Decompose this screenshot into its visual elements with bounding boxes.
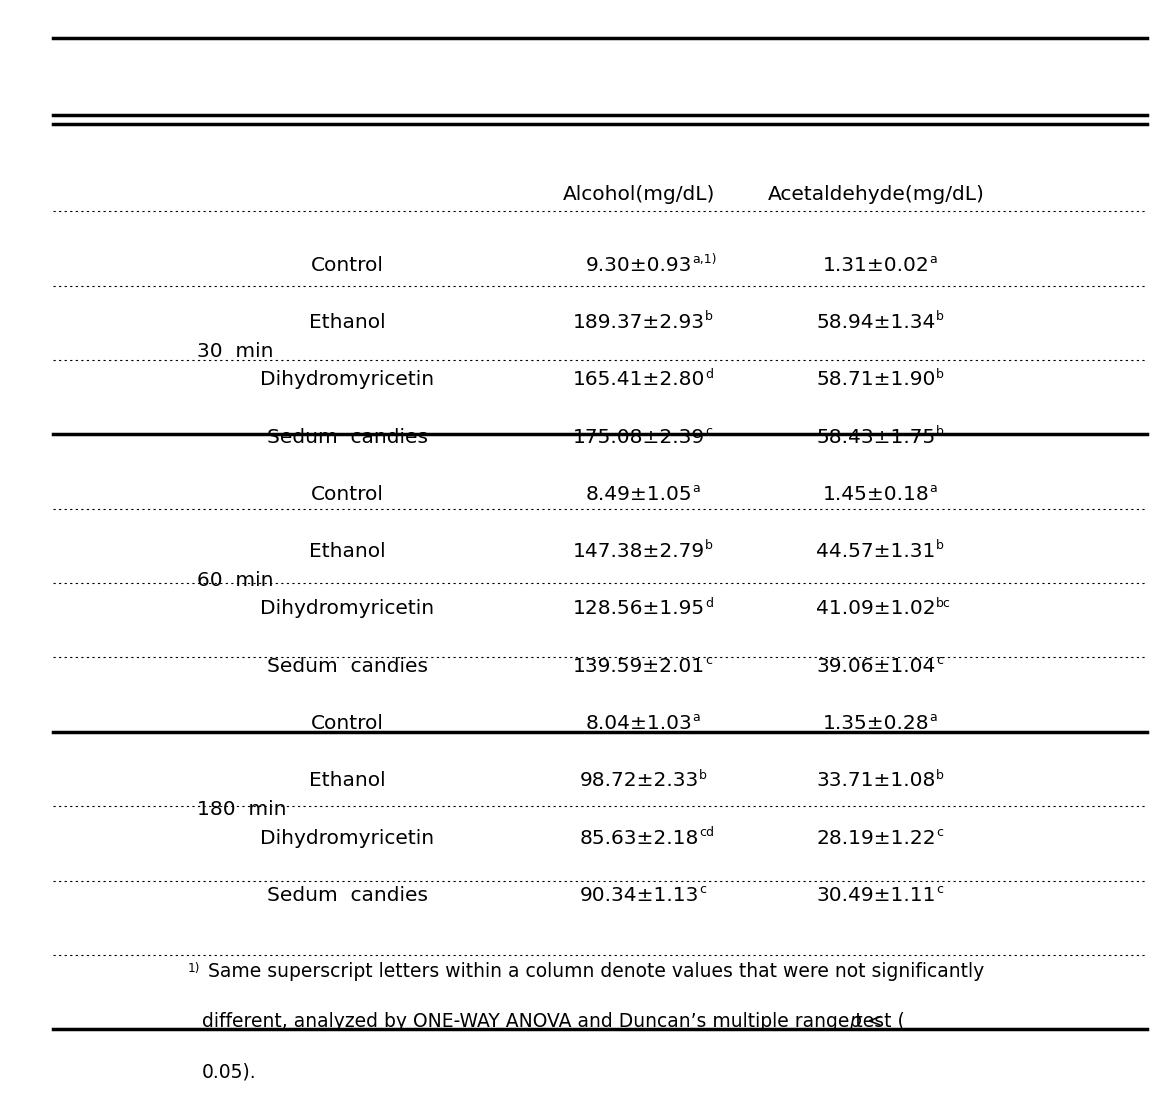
Text: 175.08±2.39: 175.08±2.39 xyxy=(573,428,706,446)
Text: b: b xyxy=(936,311,943,324)
Text: c: c xyxy=(706,654,713,667)
Text: cd: cd xyxy=(699,826,714,839)
Text: 98.72±2.33: 98.72±2.33 xyxy=(580,771,699,790)
Text: 9.30±0.93: 9.30±0.93 xyxy=(586,256,693,275)
Text: 30.49±1.11: 30.49±1.11 xyxy=(816,886,936,905)
Text: a,1): a,1) xyxy=(693,253,717,266)
Text: 1): 1) xyxy=(188,962,201,975)
Text: c: c xyxy=(706,424,713,438)
Text: 58.43±1.75: 58.43±1.75 xyxy=(816,428,936,446)
Text: Dihydromyricetin: Dihydromyricetin xyxy=(260,828,435,848)
Text: a: a xyxy=(693,482,700,496)
Text: a: a xyxy=(693,711,700,724)
Text: c: c xyxy=(936,883,943,896)
Text: b: b xyxy=(706,311,713,324)
Text: 90.34±1.13: 90.34±1.13 xyxy=(580,886,699,905)
Text: 8.49±1.05: 8.49±1.05 xyxy=(586,485,693,504)
Text: c: c xyxy=(936,826,943,839)
Text: 39.06±1.04: 39.06±1.04 xyxy=(816,656,936,676)
Text: 165.41±2.80: 165.41±2.80 xyxy=(573,370,706,389)
Text: 1.35±0.28: 1.35±0.28 xyxy=(823,714,929,733)
Text: Ethanol: Ethanol xyxy=(309,771,386,790)
Text: Alcohol(mg/dL): Alcohol(mg/dL) xyxy=(563,185,715,203)
Text: Ethanol: Ethanol xyxy=(309,313,386,331)
Text: 33.71±1.08: 33.71±1.08 xyxy=(816,771,936,790)
Text: d: d xyxy=(706,596,713,609)
Text: Control: Control xyxy=(312,714,383,733)
Text: b: b xyxy=(936,424,943,438)
Text: Same superscript letters within a column denote values that were not significant: Same superscript letters within a column… xyxy=(208,962,984,981)
Text: 128.56±1.95: 128.56±1.95 xyxy=(573,600,706,618)
Text: 44.57±1.31: 44.57±1.31 xyxy=(816,543,936,561)
Text: 180  min: 180 min xyxy=(198,800,287,819)
Text: a: a xyxy=(929,711,937,724)
Text: 85.63±2.18: 85.63±2.18 xyxy=(580,828,699,848)
Text: 147.38±2.79: 147.38±2.79 xyxy=(573,543,706,561)
Text: Control: Control xyxy=(312,485,383,504)
Text: c: c xyxy=(936,654,943,667)
Text: 60  min: 60 min xyxy=(198,571,274,590)
Text: a: a xyxy=(929,482,937,496)
Text: c: c xyxy=(699,883,706,896)
Text: Ethanol: Ethanol xyxy=(309,543,386,561)
Text: <: < xyxy=(861,1012,882,1032)
Text: 1.31±0.02: 1.31±0.02 xyxy=(823,256,929,275)
Text: b: b xyxy=(936,539,943,552)
Text: 58.71±1.90: 58.71±1.90 xyxy=(816,370,936,389)
Text: Sedum  candies: Sedum candies xyxy=(267,886,428,905)
Text: d: d xyxy=(706,368,714,381)
Text: a: a xyxy=(929,253,937,266)
Text: b: b xyxy=(706,539,713,552)
Text: Dihydromyricetin: Dihydromyricetin xyxy=(260,370,435,389)
Text: b: b xyxy=(936,368,943,381)
Text: different, analyzed by ONE-WAY ANOVA and Duncan’s multiple range test (: different, analyzed by ONE-WAY ANOVA and… xyxy=(202,1012,904,1032)
Text: Sedum  candies: Sedum candies xyxy=(267,428,428,446)
Text: 1.45±0.18: 1.45±0.18 xyxy=(823,485,929,504)
Text: 28.19±1.22: 28.19±1.22 xyxy=(816,828,936,848)
Text: 139.59±2.01: 139.59±2.01 xyxy=(573,656,706,676)
Text: 189.37±2.93: 189.37±2.93 xyxy=(573,313,706,331)
Text: 0.05).: 0.05). xyxy=(202,1063,256,1082)
Text: Sedum  candies: Sedum candies xyxy=(267,656,428,676)
Text: 8.04±1.03: 8.04±1.03 xyxy=(586,714,693,733)
Text: 58.94±1.34: 58.94±1.34 xyxy=(816,313,936,331)
Text: b: b xyxy=(699,769,707,781)
Text: b: b xyxy=(936,769,943,781)
Text: p: p xyxy=(849,1012,861,1032)
Text: bc: bc xyxy=(936,596,951,609)
Text: 30  min: 30 min xyxy=(198,341,274,361)
Text: Acetaldehyde(mg/dL): Acetaldehyde(mg/dL) xyxy=(768,185,984,203)
Text: Dihydromyricetin: Dihydromyricetin xyxy=(260,600,435,618)
Text: 41.09±1.02: 41.09±1.02 xyxy=(816,600,936,618)
Text: Control: Control xyxy=(312,256,383,275)
